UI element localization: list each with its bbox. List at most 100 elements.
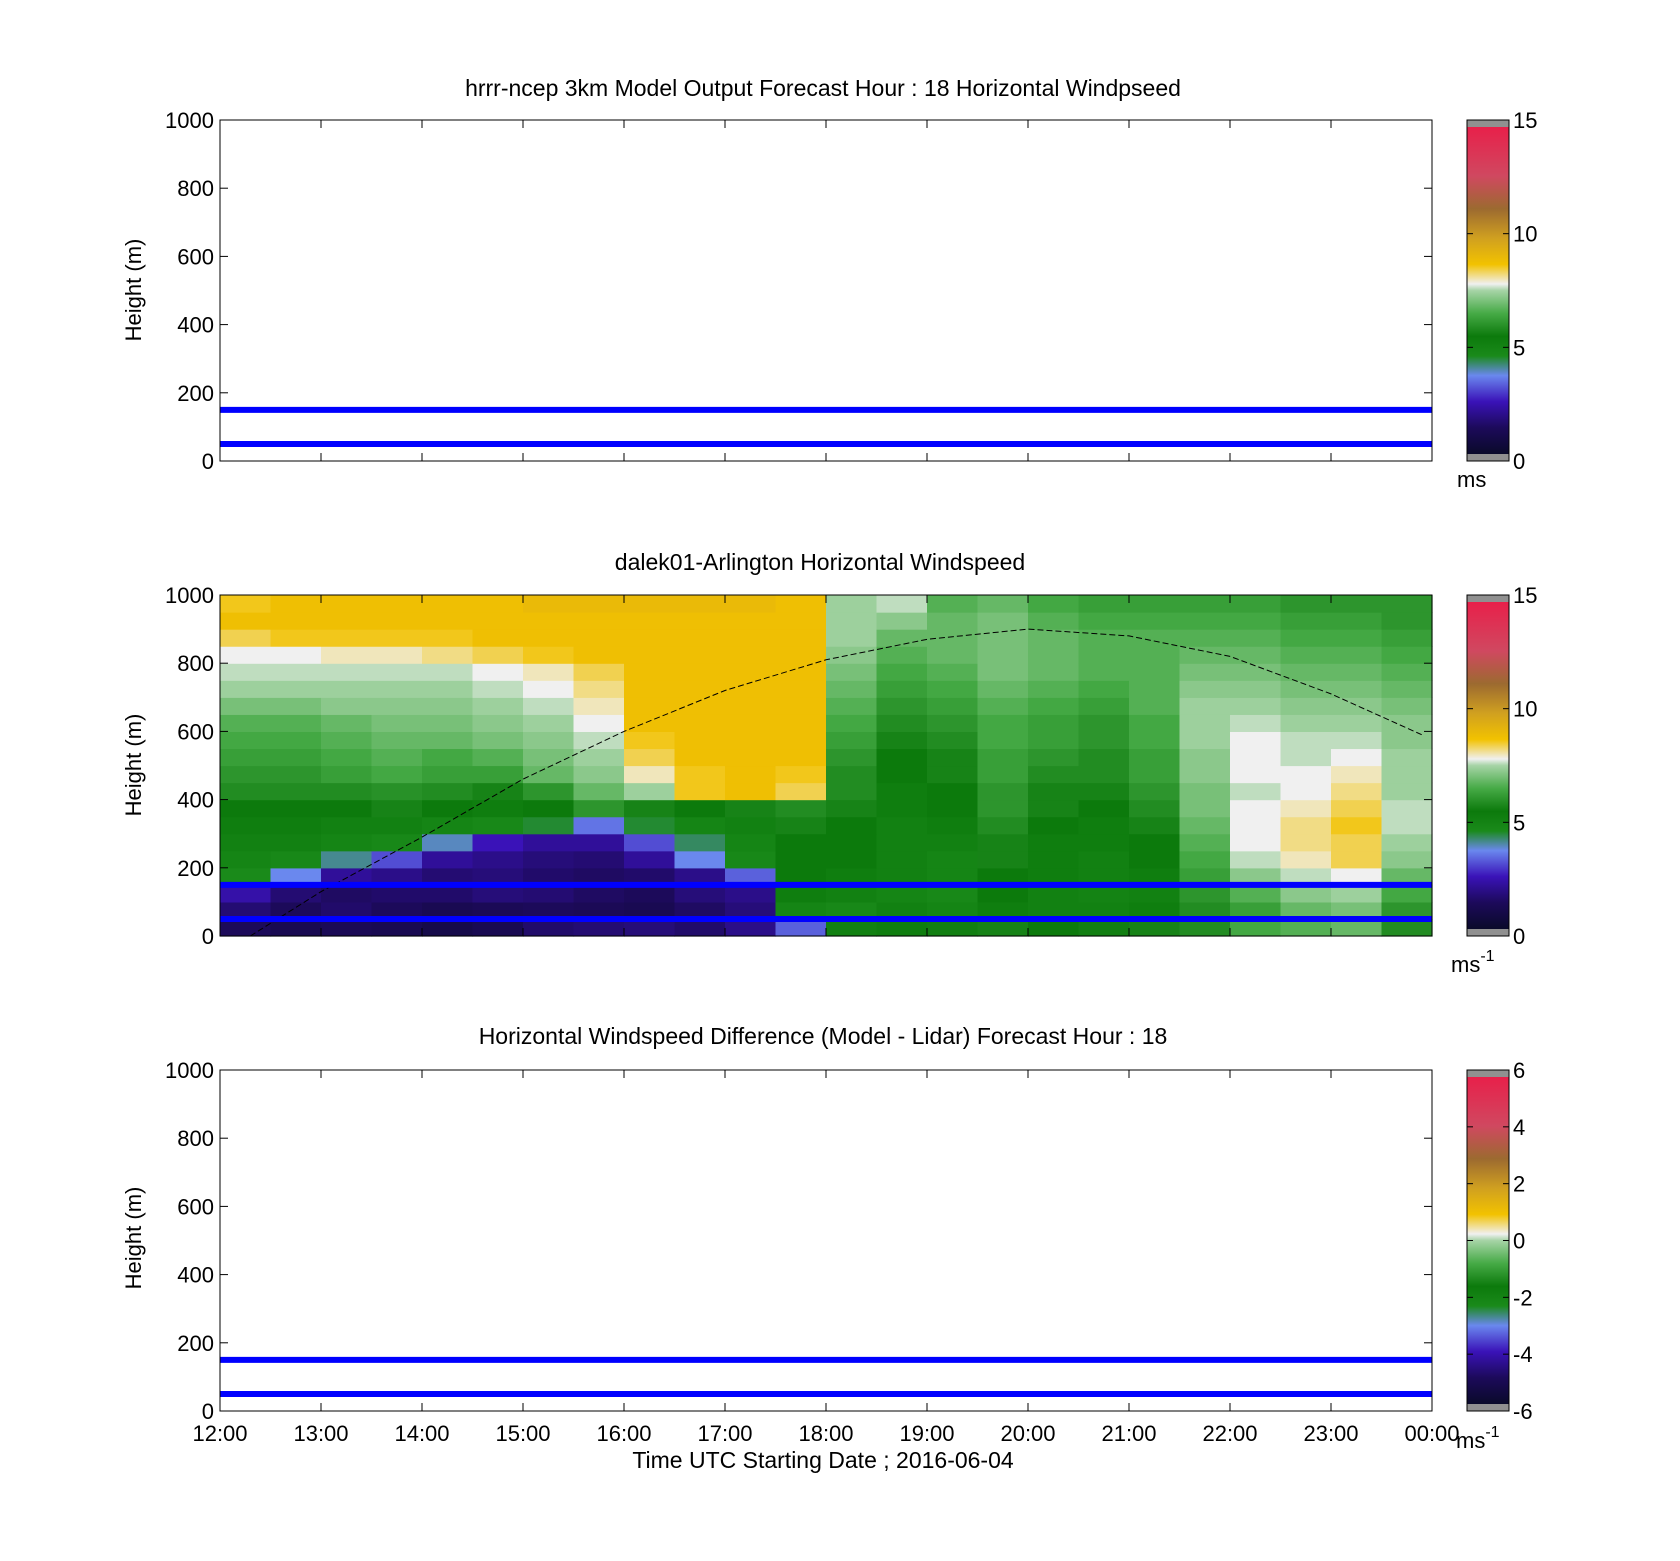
- heatmap-cell: [927, 697, 979, 715]
- heatmap-cell: [725, 697, 777, 715]
- heatmap-cell: [826, 595, 878, 613]
- heatmap-cell: [220, 612, 272, 630]
- heatmap-cell: [977, 867, 1029, 886]
- heatmap-cell: [1179, 867, 1231, 886]
- heatmap-cell: [422, 629, 474, 647]
- heatmap-cell: [977, 595, 1029, 613]
- heatmap-cell: [422, 901, 474, 920]
- heatmap-cell: [1280, 918, 1332, 937]
- heatmap-cell: [1331, 833, 1383, 852]
- heatmap-cell: [1230, 629, 1282, 647]
- heatmap-cell: [1129, 697, 1181, 715]
- heatmap-cell: [977, 680, 1029, 698]
- heatmap-cell: [725, 595, 777, 613]
- heatmap-cell: [775, 918, 827, 937]
- y-axis-label: Height (m): [121, 1187, 146, 1290]
- heatmap-cell: [1078, 867, 1130, 886]
- heatmap-cell: [422, 799, 474, 818]
- heatmap-cell: [977, 629, 1029, 647]
- heatmap-cell: [371, 731, 423, 750]
- colorbar: 0 5 10 15: [1466, 108, 1537, 474]
- heatmap-cell: [826, 629, 878, 647]
- colorbar-gradient-bar: [1467, 1077, 1509, 1404]
- heatmap-cell: [523, 782, 575, 801]
- heatmap-cell: [977, 765, 1029, 784]
- heatmap-cell: [472, 612, 524, 630]
- heatmap-cell: [422, 782, 474, 801]
- heatmap-cell: [523, 867, 575, 886]
- heatmap-cell: [220, 646, 272, 664]
- x-tick-label: 13:00: [293, 1421, 348, 1446]
- x-tick-label: 16:00: [596, 1421, 651, 1446]
- heatmap-cell: [775, 680, 827, 698]
- heatmap-cell: [1129, 867, 1181, 886]
- heatmap-cell: [573, 731, 625, 750]
- heatmap-cell: [624, 884, 676, 903]
- heatmap-cell: [1331, 714, 1383, 732]
- y-tick-label: 200: [177, 856, 214, 881]
- heatmap-cell: [472, 748, 524, 767]
- heatmap-cell: [1078, 731, 1130, 750]
- x-tick-label: 12:00: [192, 1421, 247, 1446]
- heatmap-cell: [725, 901, 777, 920]
- heatmap-cell: [1280, 612, 1332, 630]
- heatmap-cell: [1028, 765, 1080, 784]
- heatmap-cell: [1331, 595, 1383, 613]
- heatmap-cell: [270, 748, 322, 767]
- heatmap-cell: [1331, 748, 1383, 767]
- heatmap-cell: [1179, 646, 1231, 664]
- heatmap-cell: [826, 816, 878, 835]
- panel-title: dalek01-Arlington Horizontal Windspeed: [615, 549, 1025, 575]
- colorbar-tick-label: 0: [1513, 1229, 1525, 1254]
- heatmap-cell: [1280, 697, 1332, 715]
- heatmap-cell: [270, 612, 322, 630]
- heatmap-cell: [371, 680, 423, 698]
- heatmap-cell: [1129, 901, 1181, 920]
- x-tick-label: 14:00: [394, 1421, 449, 1446]
- heatmap-cell: [876, 697, 928, 715]
- colorbar-under: [1467, 929, 1509, 936]
- heatmap-cell: [775, 646, 827, 664]
- heatmap-cell: [876, 663, 928, 681]
- colorbar-under: [1467, 1404, 1509, 1411]
- y-tick-label: 400: [177, 1263, 214, 1288]
- heatmap-cell: [775, 867, 827, 886]
- heatmap-cell: [826, 714, 878, 732]
- heatmap-cell: [1280, 833, 1332, 852]
- x-tick-label: 00:00: [1404, 1421, 1459, 1446]
- heatmap-cell: [826, 731, 878, 750]
- colorbar-over: [1467, 120, 1509, 127]
- heatmap-cell: [1078, 595, 1130, 613]
- colorbar-tick-label: 10: [1513, 697, 1537, 722]
- heatmap-cell: [321, 833, 373, 852]
- heatmap-cell: [371, 782, 423, 801]
- heatmap-cell: [624, 782, 676, 801]
- heatmap-cell: [977, 850, 1029, 869]
- colorbar-tick-label: -4: [1513, 1342, 1533, 1367]
- heatmap-cell: [624, 850, 676, 869]
- heatmap-cell: [775, 850, 827, 869]
- heatmap-cell: [977, 748, 1029, 767]
- heatmap-cell: [1230, 816, 1282, 835]
- heatmap-cell: [1280, 680, 1332, 698]
- heatmap-cell: [876, 884, 928, 903]
- heatmap-cell: [725, 731, 777, 750]
- heatmap-cell: [472, 850, 524, 869]
- heatmap-cell: [775, 765, 827, 784]
- heatmap-cell: [321, 612, 373, 630]
- y-tick-label: 1000: [165, 583, 214, 608]
- heatmap-cell: [472, 816, 524, 835]
- heatmap-cell: [1028, 595, 1080, 613]
- heatmap-cell: [674, 697, 726, 715]
- heatmap-cell: [1179, 884, 1231, 903]
- heatmap-cell: [1078, 663, 1130, 681]
- heatmap-cell: [270, 680, 322, 698]
- heatmap-cell: [573, 782, 625, 801]
- heatmap-cell: [220, 850, 272, 869]
- heatmap-cell: [927, 663, 979, 681]
- heatmap-cell: [775, 629, 827, 647]
- plot-content: 0200400600800100005101502004006008001000…: [165, 108, 1537, 1446]
- heatmap-cell: [1129, 629, 1181, 647]
- heatmap-cell: [624, 697, 676, 715]
- heatmap-cell: [624, 918, 676, 937]
